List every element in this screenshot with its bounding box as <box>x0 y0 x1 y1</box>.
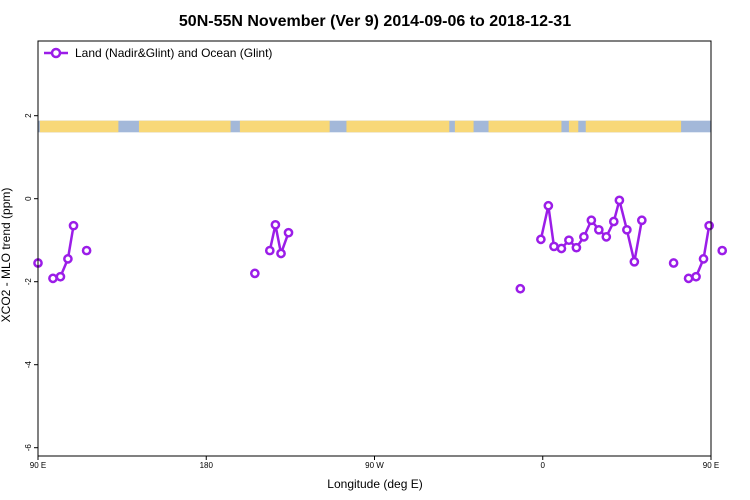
series-line <box>268 223 290 255</box>
y-tick-label: 2 <box>24 113 33 118</box>
land-segment <box>239 120 330 133</box>
series-layer <box>33 195 728 294</box>
chart-title: 50N-55N November (Ver 9) 2014-09-06 to 2… <box>179 13 571 30</box>
plot-frame <box>37 40 712 457</box>
data-point <box>691 271 701 282</box>
data-point <box>629 256 640 267</box>
data-point <box>614 195 625 206</box>
data-point <box>636 215 647 226</box>
land-segment <box>39 120 119 133</box>
data-point <box>276 248 286 259</box>
data-point <box>586 215 597 226</box>
data-point <box>556 243 567 254</box>
x-tick-label: 90 E <box>703 461 719 470</box>
data-point <box>717 245 728 256</box>
data-point <box>704 220 714 231</box>
land-segment <box>568 120 579 133</box>
data-point <box>270 219 281 230</box>
legend-label: Land (Nadir&Glint) and Ocean (Glint) <box>75 46 272 60</box>
y-tick-label: -6 <box>24 444 33 452</box>
y-axis-label: XCO2 - MLO trend (ppm) <box>0 188 13 323</box>
data-point <box>549 241 559 252</box>
legend: Land (Nadir&Glint) and Ocean (Glint) <box>44 46 272 60</box>
data-point <box>622 224 632 235</box>
data-point <box>250 268 260 279</box>
land-segment <box>346 120 450 133</box>
land-ocean-strip <box>38 120 711 133</box>
data-point <box>283 227 294 238</box>
legend-point-marker <box>50 47 62 59</box>
x-tick-label: 90 W <box>365 461 384 470</box>
data-point <box>48 273 58 284</box>
y-tick-label: -2 <box>24 278 33 286</box>
land-segment <box>454 120 474 133</box>
x-tick-label: 180 <box>200 461 214 470</box>
x-axis-label: Longitude (deg E) <box>327 477 422 491</box>
data-point <box>543 200 554 211</box>
data-point <box>579 232 589 242</box>
data-point <box>81 245 92 256</box>
data-point <box>515 283 526 294</box>
series-line <box>52 225 75 280</box>
data-point <box>536 234 546 245</box>
data-point <box>608 216 619 227</box>
y-tick-label: -4 <box>24 361 33 369</box>
data-point <box>571 242 582 253</box>
data-point <box>593 224 604 235</box>
data-point <box>63 254 73 264</box>
data-point <box>668 258 679 268</box>
x-tick-label: 90 E <box>30 461 46 470</box>
data-point <box>68 220 79 231</box>
data-point <box>698 254 709 264</box>
x-tick-label: 0 <box>541 461 546 470</box>
data-point <box>683 273 694 284</box>
y-tick-label: 0 <box>24 196 33 201</box>
data-point <box>55 271 66 282</box>
land-segment <box>488 120 562 133</box>
data-point <box>264 245 275 256</box>
y-axis: 2 0 -2 -4 -6 <box>24 113 38 451</box>
data-point <box>601 232 612 242</box>
series-line <box>688 225 711 280</box>
land-segment <box>138 120 231 133</box>
data-point <box>564 235 574 246</box>
land-segment <box>585 120 682 133</box>
x-axis: 90 E 180 90 W 0 90 E <box>30 456 719 470</box>
